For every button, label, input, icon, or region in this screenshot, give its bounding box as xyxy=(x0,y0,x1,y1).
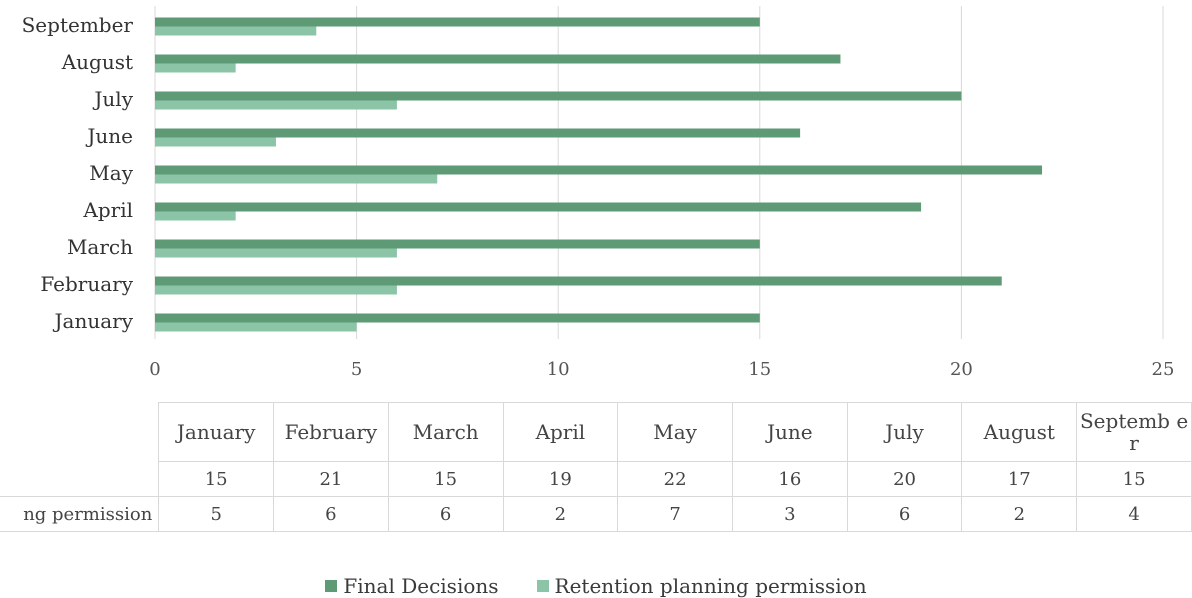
table-cell: 17 xyxy=(961,461,1078,497)
bar-final-decisions xyxy=(155,202,922,212)
bar-retention-planning-permission xyxy=(155,322,357,332)
table-corner xyxy=(0,402,160,462)
table-header-cell: June xyxy=(731,402,848,462)
table-cell: 6 xyxy=(387,496,504,532)
x-tick-label: 5 xyxy=(351,359,362,380)
category-label: September xyxy=(22,13,134,37)
bar-final-decisions xyxy=(155,17,760,27)
category-label: January xyxy=(53,309,134,333)
table-header-cell: July xyxy=(846,402,963,462)
data-table-header: January February March April May June July Augu… xyxy=(0,402,1192,462)
table-cell: 6 xyxy=(273,496,389,532)
category-labels: January February March April May June July Augu… xyxy=(22,13,134,333)
table-cell: 3 xyxy=(731,496,848,532)
x-tick-label: 10 xyxy=(547,359,570,380)
table-header-cell: Septemb er xyxy=(1076,402,1192,462)
table-cell: 16 xyxy=(731,461,848,497)
bar-retention-planning-permission xyxy=(155,26,317,36)
bar-retention-planning-permission xyxy=(155,63,236,73)
bar-retention-planning-permission xyxy=(155,211,236,221)
table-cell: 2 xyxy=(961,496,1078,532)
x-axis-ticks: 0 5 10 15 20 25 xyxy=(149,359,1174,380)
table-cell: 15 xyxy=(387,461,504,497)
table-row-label: ng permission xyxy=(0,496,160,532)
legend-swatch-retention xyxy=(536,580,549,592)
bar-retention-planning-permission xyxy=(155,137,276,147)
x-tick-label: 20 xyxy=(950,359,973,380)
table-cell: 21 xyxy=(273,461,389,497)
bar-chart: January February March April May June July Augu… xyxy=(22,6,1174,380)
bar-retention-planning-permission xyxy=(155,100,397,110)
legend-item-retention: Retention planning permission xyxy=(536,574,867,598)
legend-label-retention: Retention planning permission xyxy=(554,574,867,598)
table-cell: 6 xyxy=(846,496,963,532)
table-header-cell: January xyxy=(158,402,275,462)
table-cell: 15 xyxy=(1076,461,1192,497)
table-cell: 2 xyxy=(502,496,619,532)
category-label: July xyxy=(92,87,133,111)
bar-final-decisions xyxy=(155,239,760,249)
bar-final-decisions xyxy=(155,165,1043,175)
bar-final-decisions xyxy=(155,54,841,64)
category-label: April xyxy=(82,198,133,222)
category-label: June xyxy=(85,124,133,148)
category-label: March xyxy=(67,235,133,259)
legend-swatch-final-decisions xyxy=(325,580,338,592)
x-tick-label: 25 xyxy=(1152,359,1175,380)
x-tick-label: 15 xyxy=(748,359,771,380)
bar-retention-planning-permission xyxy=(155,174,438,184)
table-header-cell: May xyxy=(617,402,733,462)
table-cell: 15 xyxy=(158,461,275,497)
category-label: May xyxy=(89,161,133,185)
data-table: January February March April May June July Augu… xyxy=(0,402,1192,532)
table-cell: 20 xyxy=(846,461,963,497)
table-cell: 7 xyxy=(617,496,733,532)
x-tick-label: 0 xyxy=(149,359,160,380)
table-cell: 19 xyxy=(502,461,619,497)
bar-final-decisions xyxy=(155,128,801,138)
table-cell: 22 xyxy=(617,461,733,497)
bar-retention-planning-permission xyxy=(155,285,397,295)
bars xyxy=(155,17,1043,332)
table-header-cell: March xyxy=(387,402,504,462)
table-row-label xyxy=(0,461,160,497)
table-header-cell: April xyxy=(502,402,619,462)
category-label: February xyxy=(40,272,133,296)
category-label: August xyxy=(61,50,133,74)
bar-final-decisions xyxy=(155,276,1002,286)
legend-label-final-decisions: Final Decisions xyxy=(343,574,499,598)
table-cell: 4 xyxy=(1076,496,1192,532)
bar-final-decisions xyxy=(155,91,962,101)
table-header-cell: August xyxy=(961,402,1078,462)
bar-retention-planning-permission xyxy=(155,248,397,258)
legend-item-final-decisions: Final Decisions xyxy=(325,574,499,598)
bar-final-decisions xyxy=(155,313,760,323)
legend: Final Decisions Retention planning permi… xyxy=(0,574,1192,598)
table-row: 15 21 15 19 22 16 20 17 15 xyxy=(0,461,1192,497)
table-cell: 5 xyxy=(158,496,275,532)
table-header-cell: February xyxy=(273,402,389,462)
